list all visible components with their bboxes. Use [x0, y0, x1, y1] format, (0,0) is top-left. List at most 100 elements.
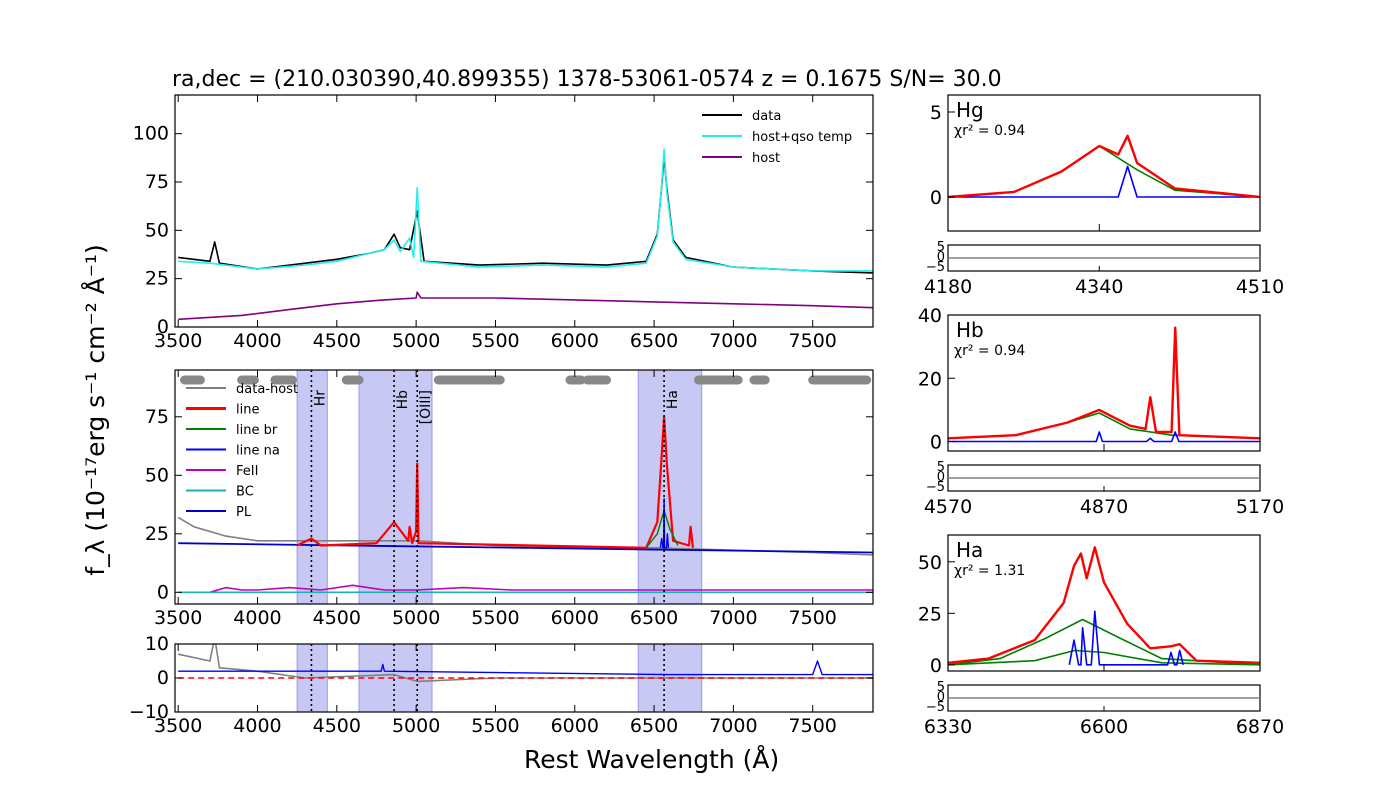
bot-xtick-label: 6000 [551, 715, 599, 737]
fit-window-band [358, 370, 433, 604]
mid-xtick-label: 6500 [630, 607, 678, 629]
zoom-ytick-label: 40 [918, 305, 942, 327]
mid-legend-label: PL [236, 505, 252, 520]
zoom-resid-ytick-label: 0 [937, 250, 945, 265]
top-ytick-label: 100 [133, 123, 169, 145]
zoom-resid-ytick-label: 5 [937, 680, 945, 695]
top-xtick-label: 7500 [789, 330, 837, 352]
zoom-xtick-label: 4340 [1075, 276, 1123, 298]
top-legend-label: data [752, 109, 781, 124]
zoom-resid-ytick-label: −5 [926, 480, 945, 495]
mid-ytick-label: 0 [157, 581, 169, 603]
zoom-line-name: Hg [956, 98, 984, 122]
mid-legend-label: data-host [236, 382, 298, 397]
mid-frame [174, 369, 874, 605]
top-ytick-label: 75 [145, 171, 169, 193]
top-legend-label: host+qso temp [752, 130, 852, 145]
top-ytick-label: 50 [145, 219, 169, 241]
zoom-ytick-label: 25 [918, 603, 942, 625]
feii-line [209, 584, 873, 594]
clipBot-plot-area [178, 644, 873, 712]
zoom-line-br [948, 618, 1260, 666]
top-frame [174, 94, 874, 328]
figure-title: ra,dec = (210.030390,40.899355) 1378-530… [172, 67, 1002, 92]
zoom-line-fit [948, 134, 1260, 199]
zoom-line-na [1068, 610, 1184, 666]
zoom-line-br [948, 145, 1260, 198]
clipMid-plot-area: Hr Hb [OIII] Ha [177, 370, 873, 604]
zoom-resid-ytick-label: −5 [926, 260, 945, 275]
zoom-resid-ytick-label: 5 [937, 460, 945, 475]
zoom-xtick-label: 6330 [924, 716, 972, 738]
top-xtick-label: 6000 [551, 330, 599, 352]
data-host-line [177, 516, 873, 556]
data-line [178, 156, 873, 274]
bot-ytick-label: 10 [145, 633, 169, 655]
zoom-resid-ytick-label: −5 [926, 700, 945, 715]
bot-xtick-label: 3500 [154, 715, 202, 737]
zoom-xtick-label: 4510 [1236, 276, 1284, 298]
mid-xtick-label: 3500 [154, 607, 202, 629]
zoom-xtick-label: 6600 [1080, 716, 1128, 738]
zoom-chi-square: χr² = 1.31 [954, 563, 1025, 579]
bot-xtick-label: 7000 [709, 715, 757, 737]
clipTop-plot-area [178, 148, 873, 321]
zoom-ytick-label: 5 [930, 102, 942, 124]
mid-xtick-label: 4500 [313, 607, 361, 629]
top-xtick-label: 3500 [154, 330, 202, 352]
host-qso-temp-line [178, 148, 873, 272]
top-legend-label: host [752, 151, 780, 166]
zoom-resid-ytick-label: 0 [937, 470, 945, 485]
zoom-chi-square: χr² = 0.94 [954, 343, 1025, 359]
mid-ytick-label: 25 [145, 523, 169, 545]
zoom-line-br [948, 412, 1260, 440]
zoom-xtick-label: 6870 [1236, 716, 1284, 738]
bot-ytick-label: 0 [157, 667, 169, 689]
line-na-fit [659, 498, 670, 549]
clipZoom0-plot-area [948, 134, 1260, 199]
zoom-chi-square: χr² = 0.94 [954, 123, 1025, 139]
mid-legend-label: BC [236, 485, 254, 500]
top-panel: 3500 4000 4500 5000 5500 6000 6500 7000 7500 0 25 5… [133, 94, 874, 352]
zoom-frame [947, 314, 1261, 452]
pl-line [178, 542, 873, 554]
zoom-frame [947, 94, 1261, 232]
zoom-xtick-label: 4870 [1080, 496, 1128, 518]
zoom-line-br-2 [948, 649, 1260, 666]
mid-xtick-label: 7500 [789, 607, 837, 629]
x-axis-label: Rest Wavelength (Å) [524, 745, 779, 774]
line-marker-label: Ha [665, 390, 681, 409]
line-fit [296, 415, 694, 549]
zoom-resid-ytick-label: 5 [937, 240, 945, 255]
bot-xtick-label: 4500 [313, 715, 361, 737]
clipZoom2-plot-area [948, 546, 1260, 666]
zoom-xtick-label: 4180 [924, 276, 972, 298]
middle-panel: Hr Hb [OIII] Ha 3500 4000 4500 5000 5500 6000 6500… [145, 369, 874, 629]
top-xtick-label: 4000 [233, 330, 281, 352]
zoom-ytick-label: 0 [930, 432, 942, 454]
fit-window-band [637, 370, 703, 604]
mid-ytick-label: 50 [145, 464, 169, 486]
zoom-ytick-label: 0 [930, 187, 942, 209]
residual-na-line [178, 660, 873, 676]
mid-legend-label: line [236, 403, 259, 418]
top-ytick-label: 0 [157, 316, 169, 338]
zoom-ytick-label: 50 [918, 552, 942, 574]
bot-xtick-label: 5500 [471, 715, 519, 737]
zoom-xtick-label: 5170 [1236, 496, 1284, 518]
residual-panel: 3500 4000 4500 5000 5500 6000 6500 7000 7500 −10 0… [129, 633, 874, 737]
zoom-line-name: Hb [956, 318, 984, 342]
top-xtick-label: 7000 [709, 330, 757, 352]
mid-xtick-label: 5000 [392, 607, 440, 629]
mid-xtick-label: 7000 [709, 607, 757, 629]
zoom-line-name: Ha [956, 538, 983, 562]
bot-xtick-label: 7500 [789, 715, 837, 737]
line-marker-label: Hr [312, 390, 328, 407]
mid-xtick-label: 4000 [233, 607, 281, 629]
bot-xtick-label: 4000 [233, 715, 281, 737]
mid-xtick-label: 6000 [551, 607, 599, 629]
